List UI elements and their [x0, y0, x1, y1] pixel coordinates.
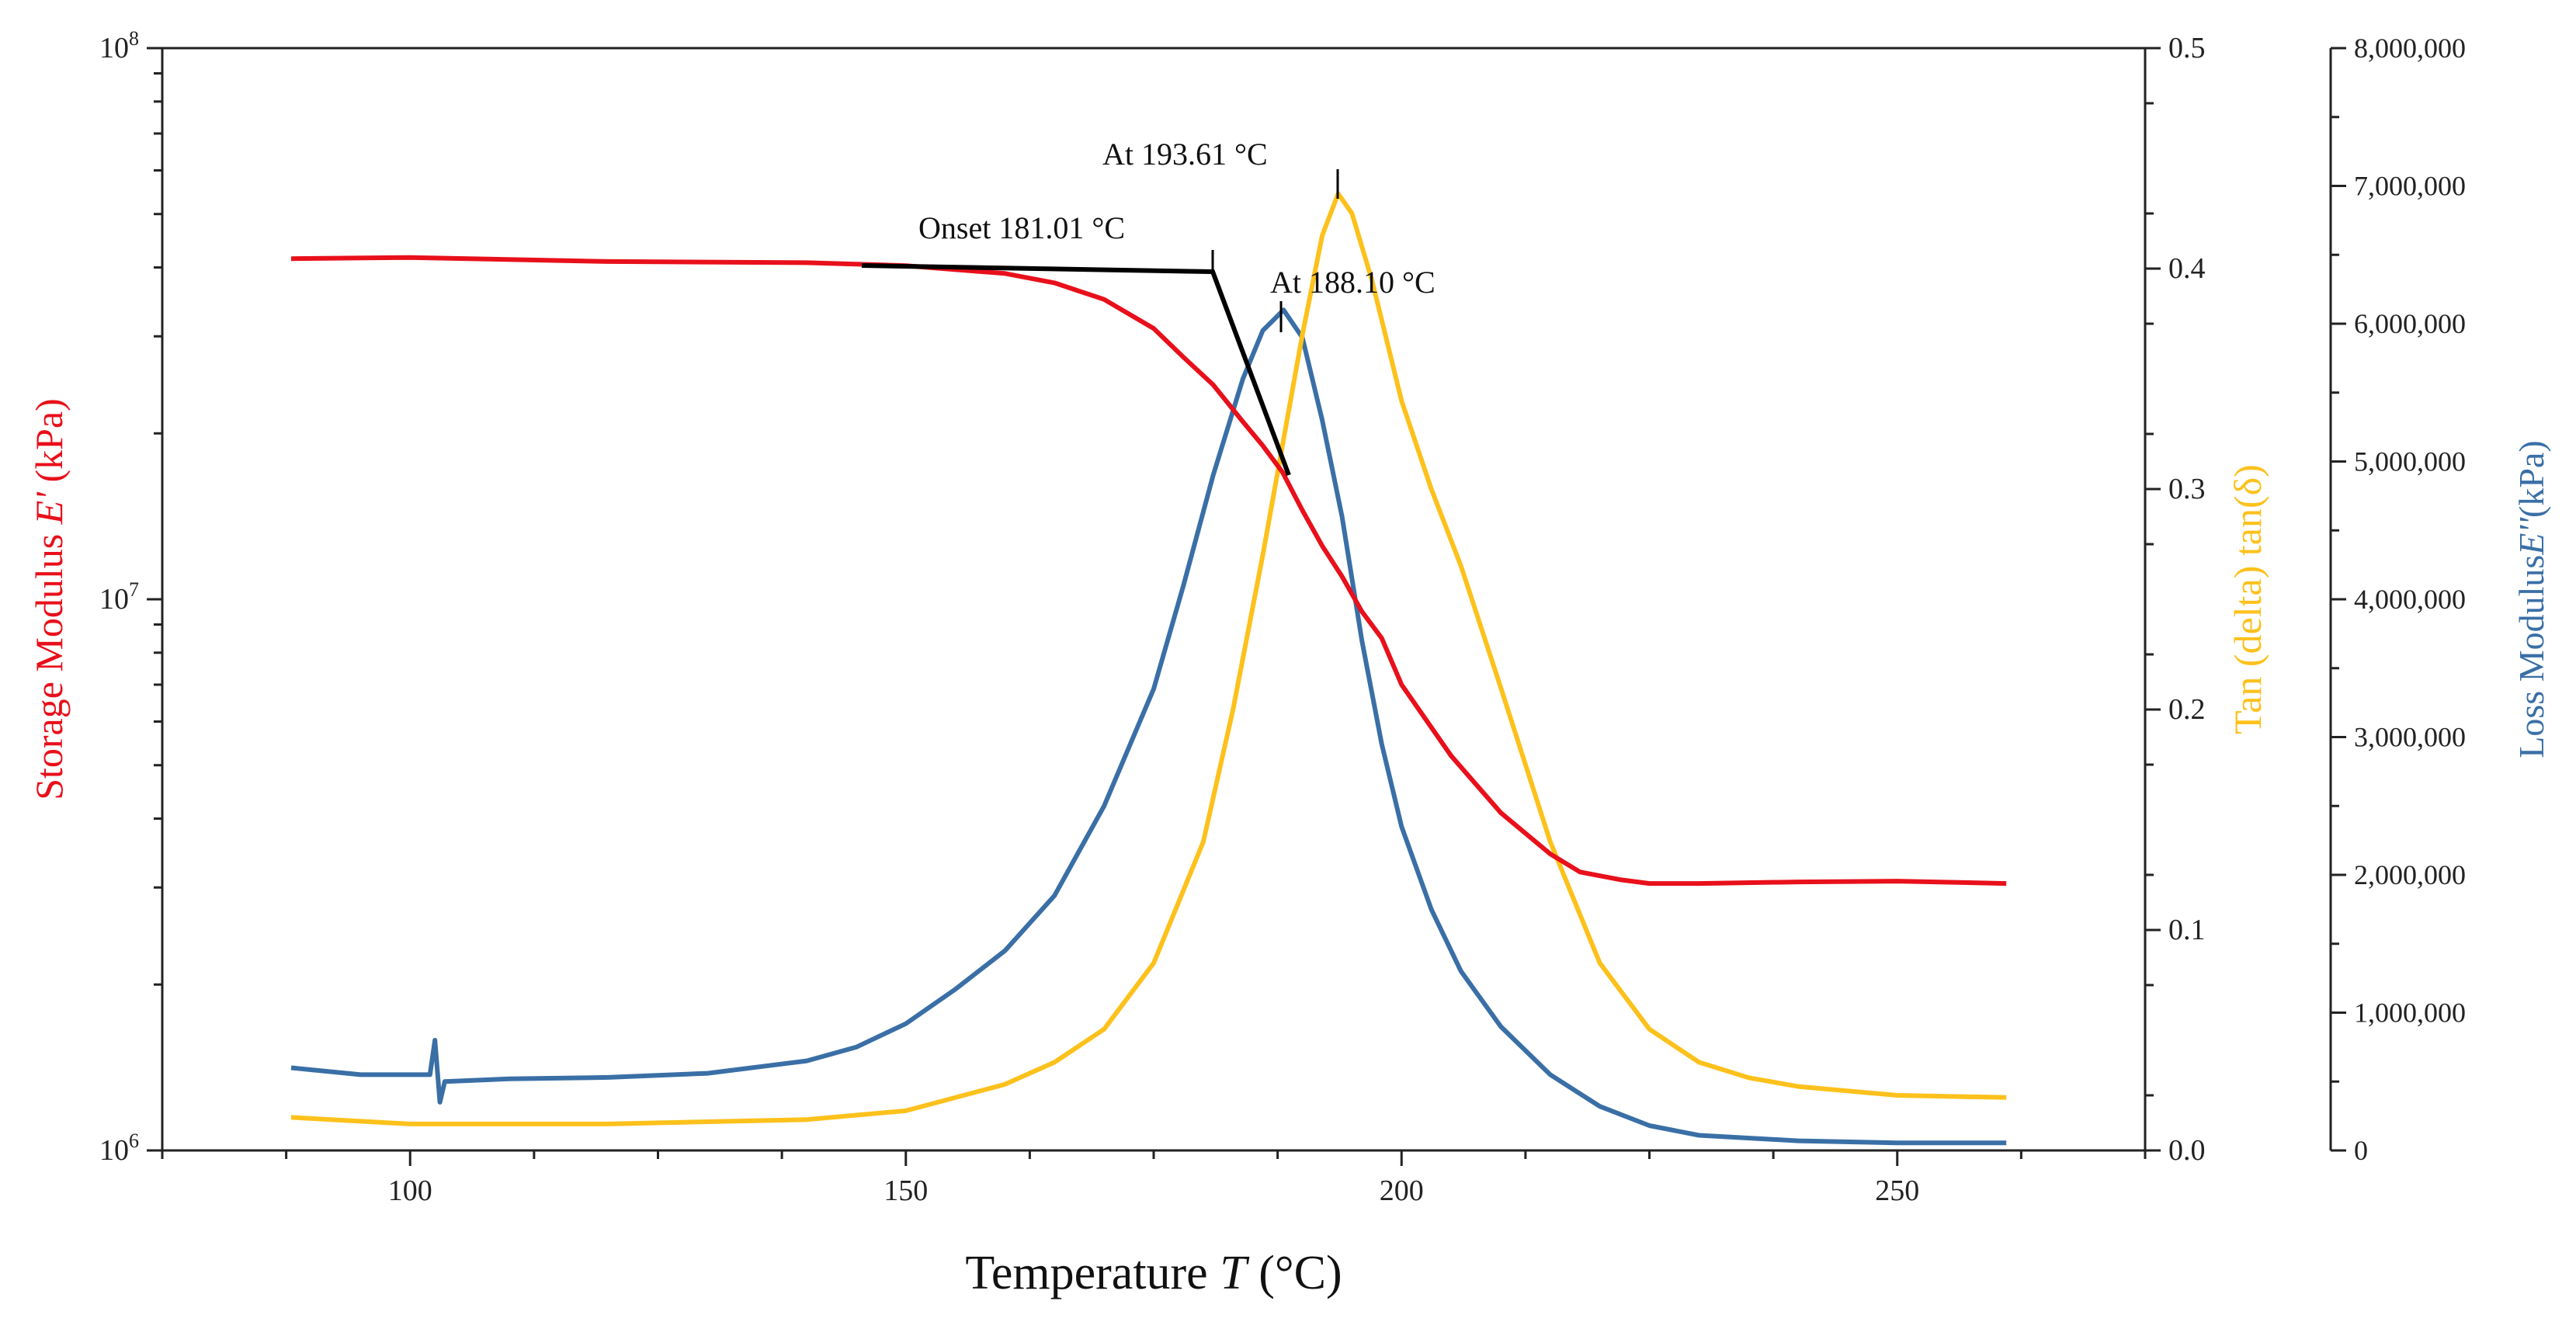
series-line-storage-modulus	[290, 255, 2007, 887]
y-left-tick-label: 106	[99, 1129, 139, 1167]
plot-border	[161, 47, 2147, 1152]
y-right2-tick-label: 7,000,000	[2354, 171, 2466, 202]
y-left-tick-label: 108	[99, 27, 139, 64]
annotation-loss-peak: At 188.10 °C	[1270, 265, 1436, 300]
y-right2-tick-label: 8,000,000	[2354, 33, 2466, 64]
annotation-tan-peak: At 193.61 °C	[1102, 137, 1268, 172]
annotation-onset: Onset 181.01 °C	[918, 210, 1125, 245]
y-axis-right-loss-modulus-label: Loss ModulusE''(kPa)	[2512, 440, 2551, 758]
y-axis-right-loss-modulus: 0 1,000,000 2,000,000 3,000,000 4,000,000 5,0…	[2331, 33, 2466, 1166]
y-right1-tick-label: 0.3	[2168, 473, 2206, 505]
y-axis-left: 106 107 108	[99, 27, 162, 1167]
y-right2-tick-label: 4,000,000	[2354, 584, 2466, 615]
y-axis-right-tan-delta: 0.0 0.1 0.2 0.3 0.4 0.5	[2145, 32, 2206, 1167]
y-right1-tick-label: 0.5	[2168, 32, 2206, 64]
y-right2-tick-label: 0	[2354, 1135, 2368, 1166]
x-tick-label: 150	[884, 1175, 928, 1207]
x-tick-label: 100	[388, 1175, 432, 1207]
y-right1-tick-label: 0.4	[2168, 252, 2206, 285]
y-right1-tick-label: 0.2	[2168, 693, 2206, 726]
series-line-loss-modulus	[290, 307, 2007, 1146]
y-right2-tick-label: 3,000,000	[2354, 722, 2466, 753]
y-axis-left-label: Storage Modulus E' (kPa)	[27, 398, 71, 800]
y-left-tick-label: 107	[99, 578, 139, 616]
series-line-tan-delta	[290, 191, 2007, 1126]
plot-frame	[161, 47, 2332, 1152]
y-axis-right-tan-delta-label: Tan (delta) tan(δ)	[2226, 464, 2269, 734]
x-axis-label: Temperature T (°C)	[965, 1247, 1342, 1299]
y-right2-tick-label: 6,000,000	[2354, 308, 2466, 339]
y-right1-tick-label: 0.1	[2168, 914, 2206, 946]
x-axis: 100 150 200 250	[161, 1150, 2147, 1207]
y-right2-tick-label: 2,000,000	[2354, 859, 2466, 890]
annotation-markers	[861, 169, 1339, 477]
x-tick-label: 200	[1380, 1175, 1424, 1207]
x-tick-label: 250	[1875, 1175, 1919, 1207]
series-group	[290, 191, 2007, 1146]
y-right1-tick-label: 0.0	[2168, 1134, 2206, 1167]
y-right2-tick-label: 5,000,000	[2354, 446, 2466, 477]
y-right2-tick-label: 1,000,000	[2354, 998, 2466, 1029]
